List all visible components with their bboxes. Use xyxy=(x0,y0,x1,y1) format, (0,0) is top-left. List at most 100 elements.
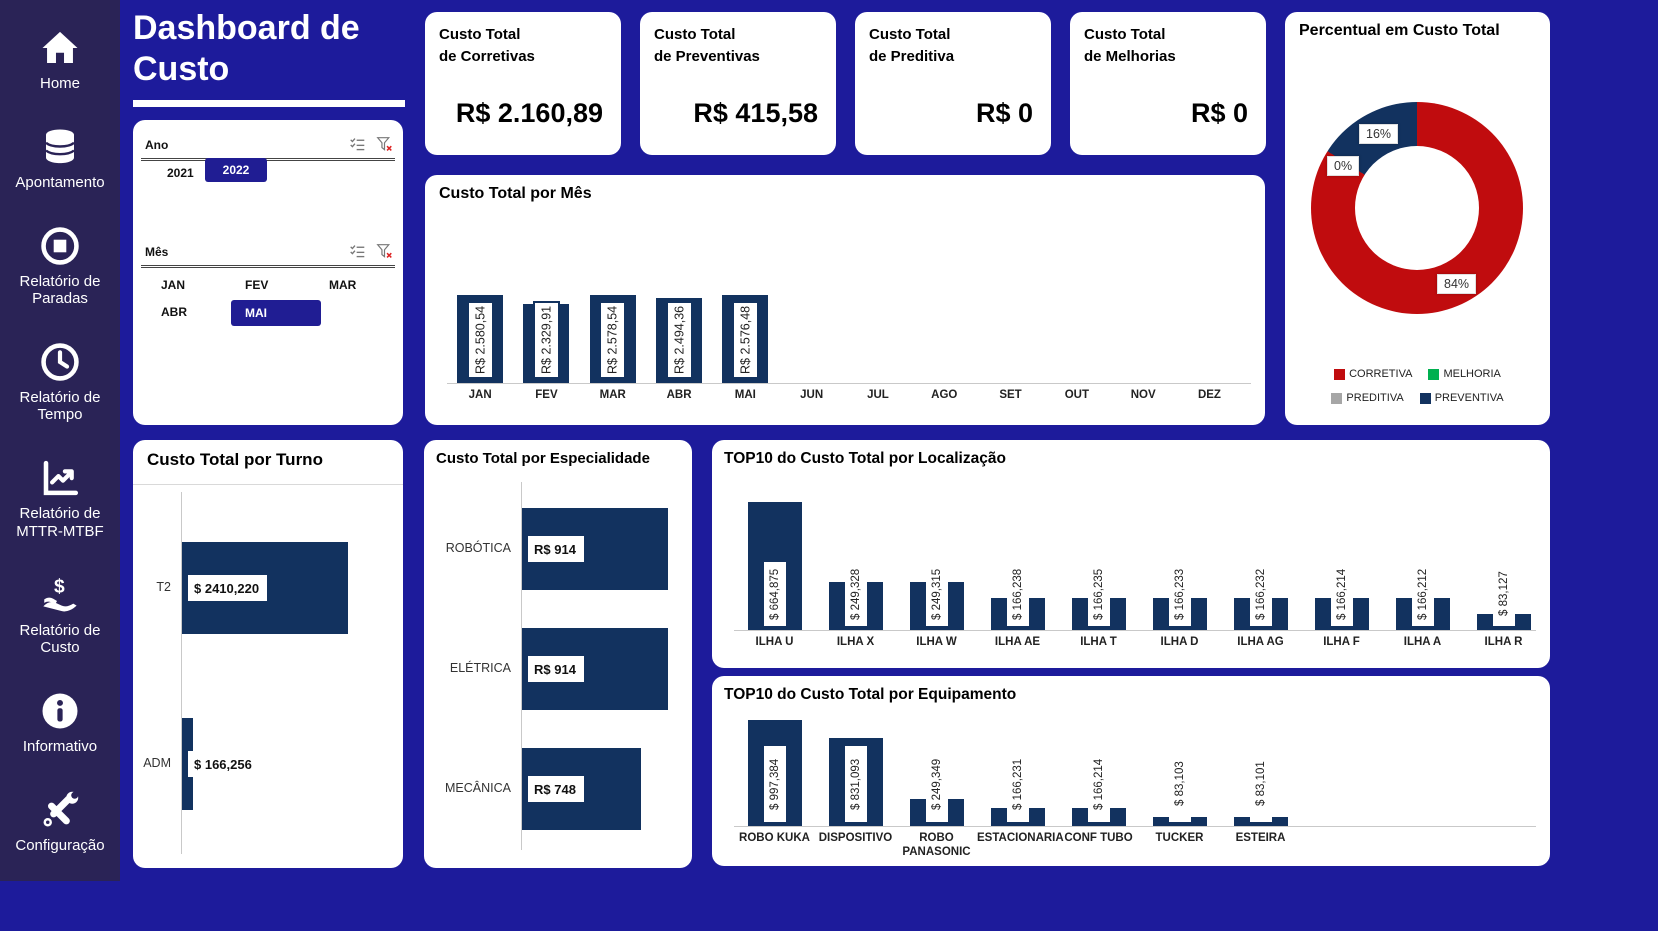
svg-text:$: $ xyxy=(54,576,65,597)
x-axis-label: OUT xyxy=(1064,389,1089,401)
sidebar-item-informativo[interactable]: Informativo xyxy=(2,690,118,755)
info-icon xyxy=(42,693,78,729)
especialidade-chart-title: Custo Total por Especialidade xyxy=(436,450,650,467)
localizacao-chart: $ 664,875 ILHA U $ 249,328 ILHA X $ 249,315 I… xyxy=(712,440,1550,668)
kpi-title: Custo Total de Corretivas xyxy=(439,26,535,65)
bar-value-label: R$ 2.578,54 xyxy=(599,301,627,379)
legend-swatch xyxy=(1419,392,1431,404)
slicer-divider xyxy=(141,265,395,268)
clock-icon xyxy=(41,343,79,381)
sidebar-item-configuracao[interactable]: Configuração xyxy=(2,789,118,854)
x-axis-label: ABR xyxy=(666,389,692,401)
multiselect-icon[interactable] xyxy=(349,243,366,260)
kpi-value: R$ 0 xyxy=(975,98,1033,128)
bar-value-label: $ 166,233 xyxy=(1168,562,1191,626)
x-axis-label: ILHA T xyxy=(1080,636,1117,648)
slicer-mes-option-jan[interactable]: JAN xyxy=(161,278,186,292)
bar-value-label: $ 166,238 xyxy=(1006,562,1029,626)
kpi-title: Custo Total de Melhorias xyxy=(1084,26,1176,65)
sidebar-item-relatorio-tempo[interactable]: Relatório de Tempo xyxy=(2,341,118,424)
x-axis-label: NOV xyxy=(1130,389,1156,401)
bar-value-label: $ 166,232 xyxy=(1249,562,1272,626)
bar-value-label: $ 831,093 xyxy=(844,746,867,822)
legend-item-melhoria[interactable]: MELHORIA xyxy=(1428,368,1501,380)
legend-item-preditiva[interactable]: PREDITIVA xyxy=(1331,392,1404,404)
turno-chart: $ 2410,220 T2 $ 166,256 ADM xyxy=(133,440,403,868)
home-icon xyxy=(42,31,78,63)
kpi-card-preventivas: Custo Total de Preventivas R$ 415,58 xyxy=(640,12,836,155)
x-axis-label: ILHA U xyxy=(755,636,794,648)
slicer-mes-option-mai[interactable]: MAI xyxy=(231,300,321,326)
kpi-card-preditiva: Custo Total de Preditiva R$ 0 xyxy=(855,12,1051,155)
bar-value-label: $ 249,328 xyxy=(844,562,867,626)
bar-value-label: $ 166,214 xyxy=(1330,562,1353,626)
turno-chart-title: Custo Total por Turno xyxy=(147,450,323,469)
page-title: Dashboard de Custo xyxy=(133,9,360,89)
bar-value-label: $ 166,235 xyxy=(1087,562,1110,626)
sidebar-item-label: Relatório de Paradas xyxy=(19,272,101,308)
y-axis xyxy=(521,482,522,850)
tools-icon xyxy=(43,791,79,827)
donut-title: Percentual em Custo Total xyxy=(1299,22,1500,39)
slicer-mes-option-mar[interactable]: MAR xyxy=(329,278,357,292)
x-axis-label: MAI xyxy=(734,389,756,401)
clear-filter-icon[interactable] xyxy=(376,136,393,153)
slicer-mes-option-abr[interactable]: ABR xyxy=(161,305,187,319)
x-axis-label: JUL xyxy=(867,389,889,401)
x-axis-label: ILHA AG xyxy=(1237,636,1284,648)
sidebar-item-relatorio-mttr[interactable]: Relatório de MTTR-MTBF xyxy=(2,457,118,540)
bar-value-label: R$ 748 xyxy=(528,776,584,802)
legend-item-corretiva[interactable]: CORRETIVA xyxy=(1334,368,1412,380)
y-axis-label: ROBÓTICA xyxy=(445,541,511,555)
sidebar-item-label: Relatório de Custo xyxy=(19,621,101,656)
line-chart-icon xyxy=(43,461,79,496)
kpi-card-corretivas: Custo Total de Corretivas R$ 2.160,89 xyxy=(425,12,621,155)
multiselect-icon[interactable] xyxy=(349,136,366,153)
slicer-ano-option-2021[interactable]: 2021 xyxy=(167,166,194,180)
x-axis xyxy=(734,826,1536,827)
bar-adm[interactable] xyxy=(182,718,194,810)
y-axis xyxy=(181,492,182,854)
bar-value-label: $ 2410,220 xyxy=(188,575,268,601)
kpi-card-melhorias: Custo Total de Melhorias R$ 0 xyxy=(1070,12,1266,155)
hand-dollar-icon: $ xyxy=(43,576,77,612)
x-axis xyxy=(734,630,1536,631)
clear-filter-icon[interactable] xyxy=(376,243,393,260)
especialidade-chart-card: Custo Total por Especialidade R$ 914 ROBÓ… xyxy=(424,440,692,868)
x-axis-label: AGO xyxy=(931,389,958,401)
sidebar-item-relatorio-custo[interactable]: $ Relatório de Custo xyxy=(2,574,118,657)
slicer-ano-option-2022[interactable]: 2022 xyxy=(205,158,267,182)
monthly-chart: R$ 2.580,54 JAN R$ 2.329,91 FEV R$ 2.578,54 M… xyxy=(425,175,1265,425)
slicer-mes-option-fev[interactable]: FEV xyxy=(245,278,269,292)
equipamento-chart-title: TOP10 do Custo Total por Equipamento xyxy=(724,686,1017,703)
bar-value-label: $ 83,103 xyxy=(1168,746,1191,822)
legend-swatch xyxy=(1428,368,1440,380)
kpi-value: R$ 0 xyxy=(1190,98,1248,128)
x-axis-label: SET xyxy=(999,389,1022,401)
x-axis-label: JUN xyxy=(800,389,824,401)
legend-swatch xyxy=(1331,392,1343,404)
donut-card: Percentual em Custo Total 16% 0% 84% COR… xyxy=(1285,12,1550,425)
bar-value-label: $ 166,212 xyxy=(1411,562,1434,626)
bar-value-label: R$ 2.580,54 xyxy=(466,301,494,379)
x-axis-label: MAR xyxy=(599,389,626,401)
title-divider xyxy=(133,484,403,485)
bar-value-label: $ 83,101 xyxy=(1249,746,1272,822)
especialidade-chart: R$ 914 ROBÓTICA R$ 914 ELÉTRICA R$ 748 MECÂNI… xyxy=(424,440,692,868)
stop-circle-icon xyxy=(41,227,79,265)
kpi-value: R$ 415,58 xyxy=(693,98,818,128)
equipamento-chart: $ 997,384 ROBO KUKA $ 831,093 DISPOSITIVO $ … xyxy=(712,676,1550,866)
x-axis-label: ILHA AE xyxy=(994,636,1041,648)
sidebar-item-home[interactable]: Home xyxy=(2,27,118,92)
x-axis-label: ESTACIONARIA xyxy=(977,832,1064,844)
slicer-mes-label: Mês xyxy=(145,245,169,259)
x-axis-label: ILHA W xyxy=(916,636,957,648)
sidebar-item-label: Relatório de Tempo xyxy=(19,389,101,424)
x-axis-label: ILHA F xyxy=(1323,636,1360,648)
x-axis-label: DISPOSITIVO xyxy=(818,832,893,844)
equipamento-chart-card: TOP10 do Custo Total por Equipamento $ 9… xyxy=(712,676,1550,866)
legend-item-preventiva[interactable]: PREVENTIVA xyxy=(1419,392,1504,404)
sidebar-item-relatorio-paradas[interactable]: Relatório de Paradas xyxy=(2,225,118,308)
title-underline xyxy=(133,100,405,107)
sidebar-item-apontamento[interactable]: Apontamento xyxy=(2,126,118,191)
